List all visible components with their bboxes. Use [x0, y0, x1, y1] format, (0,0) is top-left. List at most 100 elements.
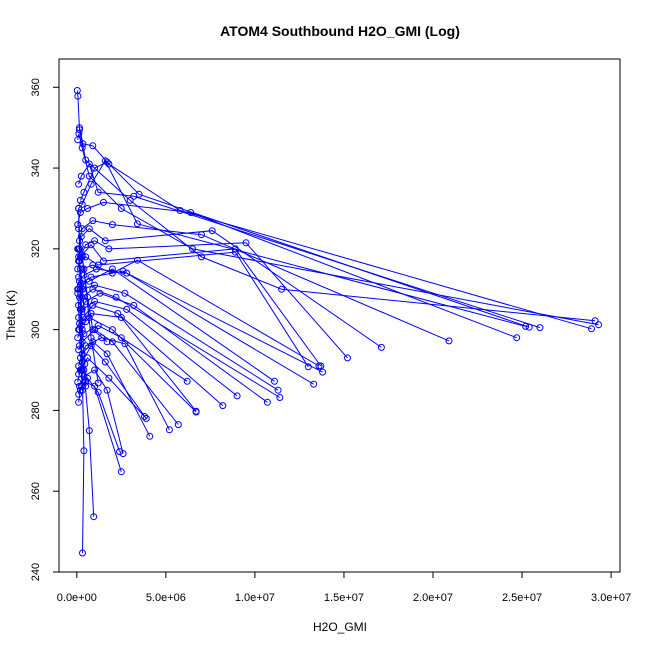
- data-point: [76, 305, 84, 313]
- data-point: [103, 386, 111, 394]
- data-point: [123, 305, 131, 313]
- series-2: [74, 130, 603, 329]
- data-point: [76, 196, 84, 204]
- data-point: [80, 188, 88, 196]
- data-point: [74, 245, 82, 253]
- series-line: [79, 240, 348, 359]
- data-point: [274, 386, 282, 394]
- data-point: [79, 140, 87, 148]
- data-point: [103, 338, 111, 346]
- data-point: [91, 297, 99, 305]
- data-point: [522, 322, 530, 330]
- series-line: [76, 90, 596, 322]
- data-point: [75, 225, 83, 233]
- data-point: [588, 325, 595, 333]
- data-point: [105, 374, 113, 382]
- x-tick-label: 2.5e+07: [502, 592, 542, 604]
- data-point: [276, 394, 284, 401]
- series-line: [79, 161, 530, 328]
- plot-frame: [58, 58, 621, 573]
- data-point: [536, 324, 544, 332]
- data-point: [94, 261, 102, 269]
- data-point: [133, 220, 141, 228]
- data-point: [80, 447, 88, 455]
- data-point: [78, 285, 86, 293]
- data-point: [123, 269, 131, 277]
- data-point: [94, 188, 102, 196]
- x-tick-label: 1.0e+07: [235, 592, 275, 604]
- series-line: [77, 357, 145, 417]
- data-point: [75, 205, 83, 212]
- data-point: [271, 377, 278, 385]
- data-point: [75, 390, 83, 398]
- data-point: [165, 426, 173, 434]
- data-point: [242, 239, 250, 247]
- data-point: [78, 338, 86, 346]
- data-point: [126, 196, 134, 204]
- data-point: [89, 261, 97, 269]
- data-point: [233, 392, 241, 400]
- series-14: [76, 265, 327, 376]
- data-point: [98, 334, 106, 342]
- data-point: [78, 144, 86, 152]
- series-22: [75, 310, 200, 415]
- y-axis-label: Theta (K): [4, 290, 18, 340]
- data-point: [198, 253, 205, 261]
- data-point: [108, 265, 116, 273]
- data-point: [112, 293, 120, 301]
- data-point: [141, 413, 148, 420]
- data-point: [87, 241, 95, 249]
- data-point: [87, 334, 95, 342]
- series-line: [77, 248, 87, 322]
- data-point: [76, 124, 83, 132]
- data-point: [77, 233, 85, 241]
- data-point: [94, 379, 102, 387]
- x-tick-label: 5.0e+06: [146, 592, 186, 604]
- data-point: [90, 513, 98, 521]
- series-10: [76, 237, 351, 362]
- data-point: [91, 237, 99, 245]
- plot-area: [73, 87, 603, 557]
- data-point: [81, 360, 89, 368]
- data-point: [77, 172, 85, 180]
- data-point: [130, 301, 138, 309]
- y-tick-label: 300: [30, 320, 42, 338]
- data-point: [89, 338, 97, 346]
- data-point: [133, 256, 141, 264]
- y-tick-label: 340: [30, 159, 42, 177]
- data-point: [89, 285, 97, 293]
- data-point: [91, 164, 99, 172]
- data-point: [135, 190, 143, 198]
- data-point: [101, 237, 109, 245]
- data-point: [445, 337, 453, 345]
- data-point: [74, 92, 82, 100]
- series-line: [79, 220, 450, 342]
- data-point: [82, 382, 90, 390]
- data-point: [96, 289, 104, 297]
- data-point: [87, 342, 95, 350]
- data-point: [91, 366, 99, 374]
- data-point: [189, 245, 197, 253]
- series-line: [81, 256, 108, 343]
- data-point: [117, 314, 125, 321]
- series-18: [75, 285, 284, 401]
- data-point: [208, 227, 216, 235]
- data-point: [79, 549, 86, 557]
- series-line: [78, 228, 99, 384]
- series-37: [75, 225, 102, 387]
- data-point: [174, 421, 182, 429]
- data-point: [89, 217, 97, 225]
- series-1: [73, 87, 599, 325]
- series-line: [79, 268, 323, 373]
- data-point: [108, 221, 116, 229]
- data-point: [121, 340, 129, 348]
- data-point: [187, 209, 195, 216]
- series-36: [76, 265, 90, 390]
- data-point: [85, 277, 93, 285]
- series-line: [79, 268, 87, 387]
- data-point: [121, 289, 129, 297]
- series-7: [74, 198, 521, 342]
- series-line: [79, 292, 268, 403]
- data-point: [117, 468, 125, 476]
